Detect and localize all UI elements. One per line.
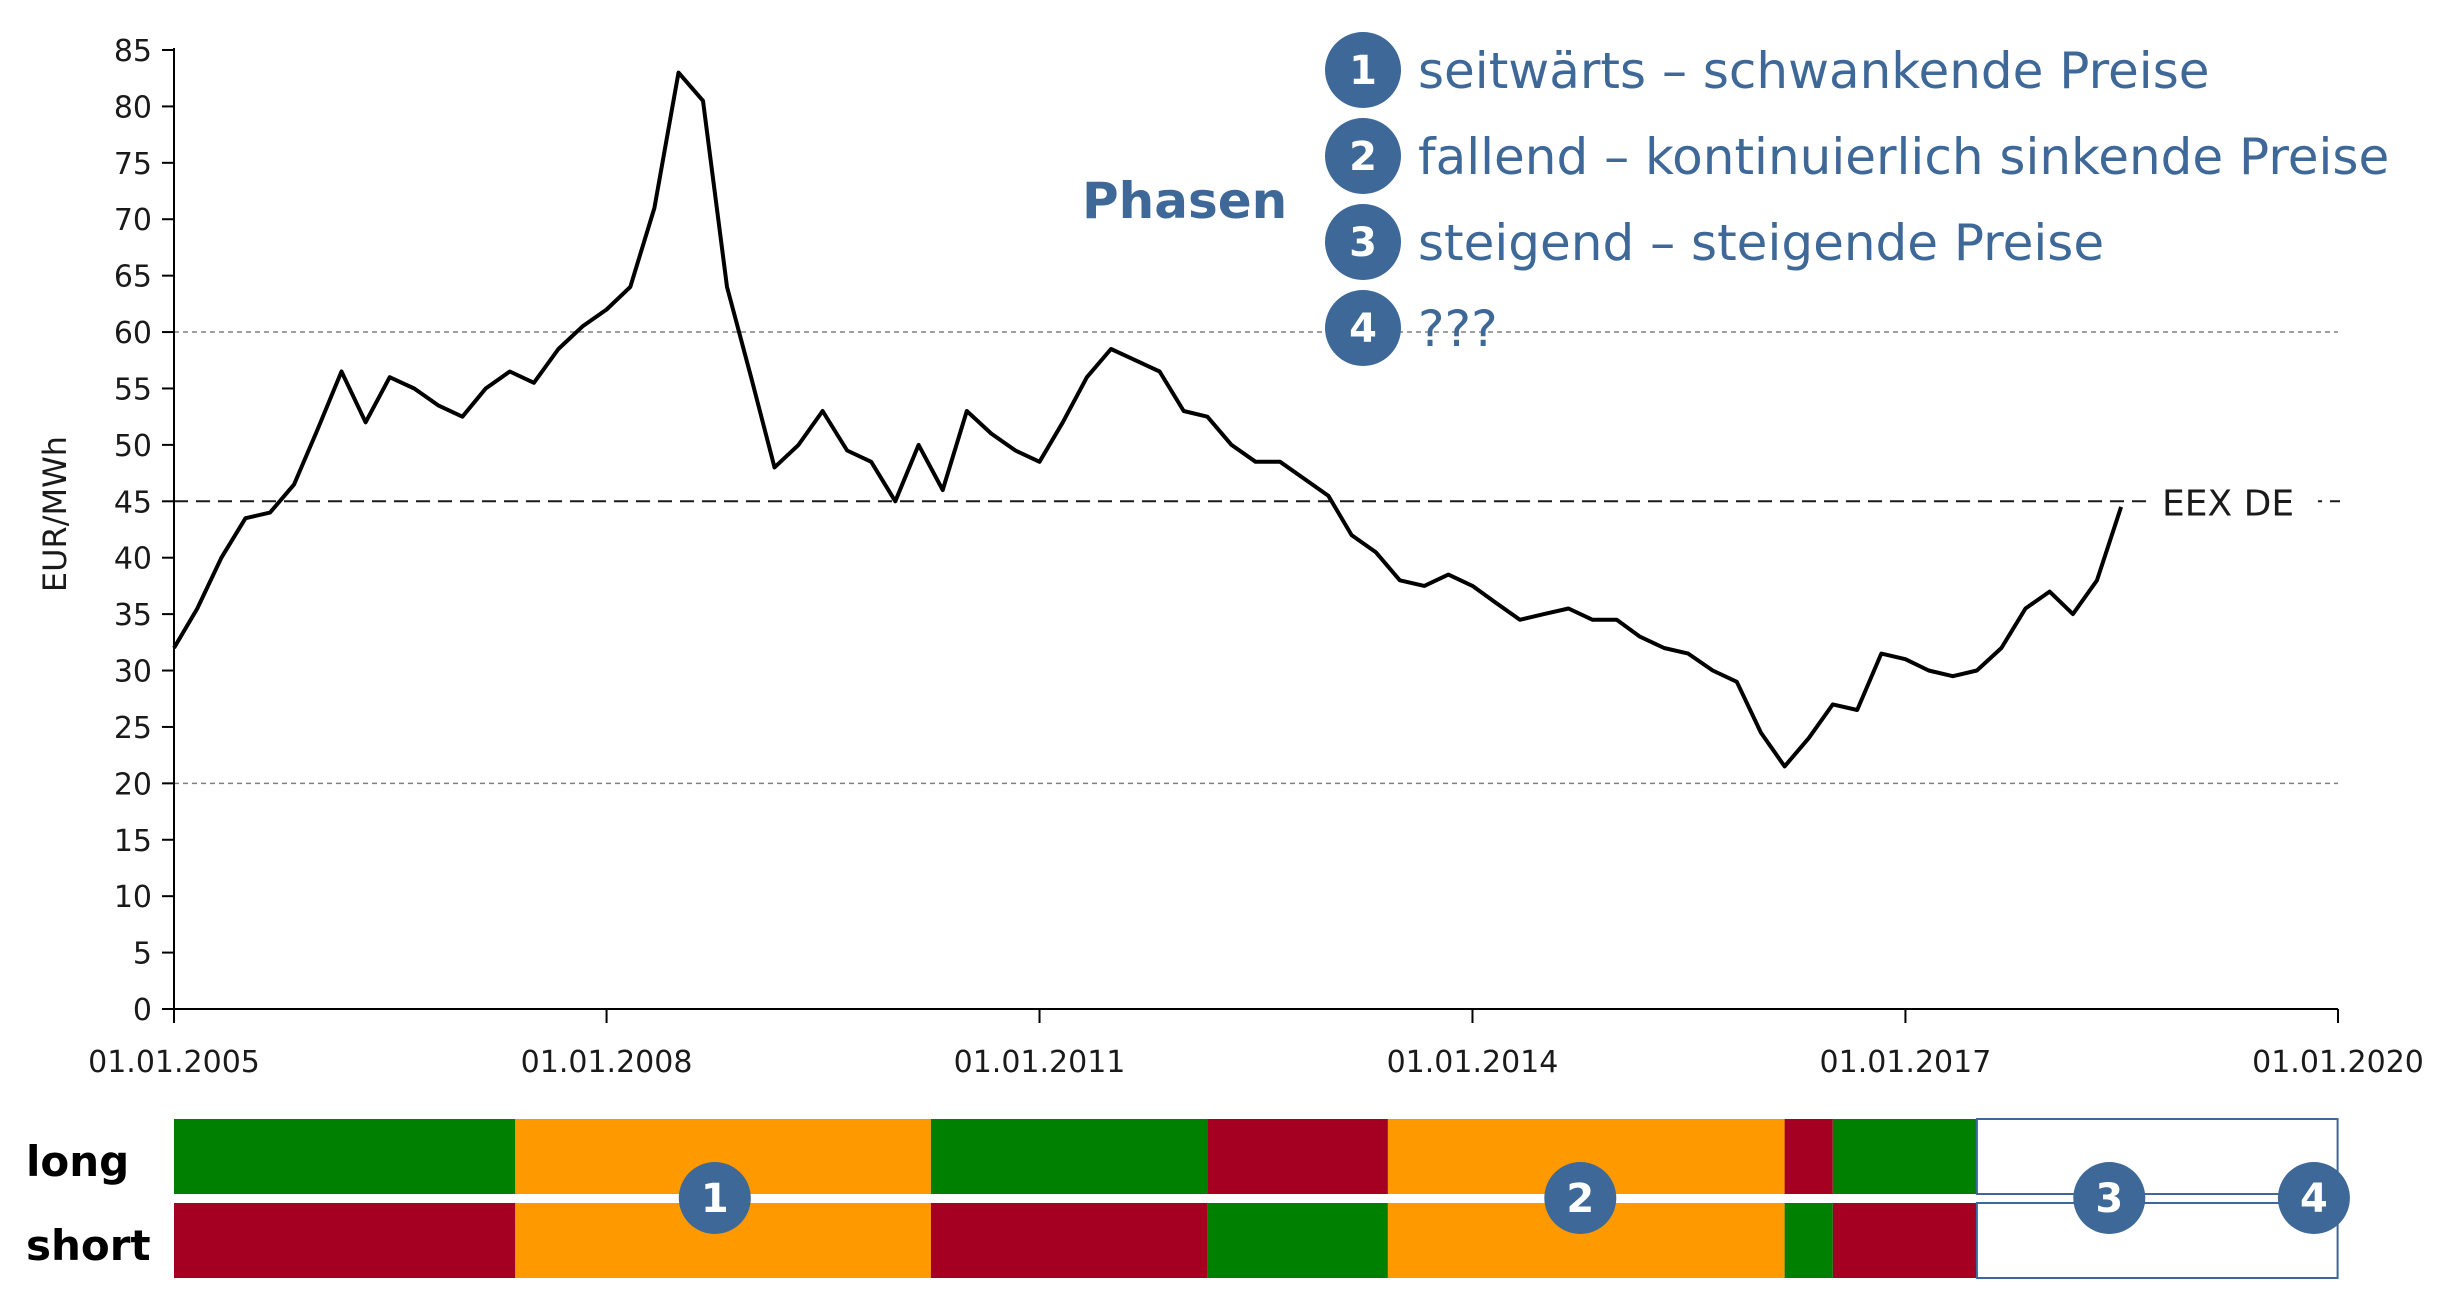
reference-label-bg (2154, 473, 2318, 526)
y-tick-label: 80 (114, 90, 152, 125)
position-bars: long short 1 2 3 4 (26, 1118, 2350, 1279)
price-series (172, 70, 2124, 769)
y-tick-label: 70 (114, 203, 152, 238)
phase-1-legend-text: seitwärts – schwankende Preise (1418, 42, 2210, 100)
position-bar-long-segment (1832, 1119, 1977, 1194)
phase-2-legend-number: 2 (1349, 134, 1377, 180)
y-tick-label: 50 (114, 429, 152, 464)
phase-1-legend-circle (1325, 32, 1401, 108)
phase-3-bar-marker (2073, 1162, 2146, 1234)
phasen-legend: 1 seitwärts – schwankende Preise 2 fallend … (1325, 32, 2389, 366)
y-axis-label: EUR/MWh (36, 436, 74, 592)
y-tick-labels: 0 5 10 15 20 25 30 35 40 45 50 55 60 65 70 75 80 85 (114, 34, 152, 1028)
y-tick-label: 60 (114, 316, 152, 351)
y-tick-label: 65 (114, 260, 152, 295)
position-bar-short-segment (174, 1203, 516, 1278)
x-tick-label: 01.01.2017 (1820, 1045, 1992, 1080)
x-tick-label: 01.01.2014 (1387, 1045, 1559, 1080)
phase-3-legend-text: steigend – steigende Preise (1418, 214, 2104, 272)
reference-line-label: EEX DE (2162, 483, 2294, 524)
phase-3-legend-circle (1325, 204, 1401, 280)
phase-4-legend-text: ??? (1418, 300, 1498, 358)
reference-lines: EEX DE (174, 331, 2340, 785)
phase-2-bar-number: 2 (1566, 1176, 1594, 1222)
x-tick-label: 01.01.2005 (88, 1045, 260, 1080)
y-tick-label: 55 (114, 372, 152, 407)
y-tick-label: 10 (114, 880, 152, 915)
phase-1-bar-marker (678, 1162, 751, 1234)
phase-1-legend-number: 1 (1349, 48, 1377, 94)
phase-3-bar-number: 3 (2095, 1176, 2123, 1222)
position-bar-short-segment (1207, 1203, 1388, 1278)
position-bar-short-segment (1975, 1202, 2339, 1279)
axes (162, 48, 2339, 1023)
x-tick-label: 01.01.2020 (2252, 1045, 2424, 1080)
y-tick-label: 5 (133, 937, 152, 972)
phase-4-bar-number: 4 (2300, 1176, 2328, 1222)
position-bar-short-segment (1784, 1203, 1833, 1278)
phase-4-legend-number: 4 (1349, 306, 1377, 352)
x-tick-labels: 01.01.2005 01.01.2008 01.01.2011 01.01.2014… (88, 1045, 2424, 1080)
price-line (172, 70, 2124, 769)
y-tick-label: 75 (114, 147, 152, 182)
phase-3-legend-number: 3 (1349, 220, 1377, 266)
y-tick-label: 85 (114, 34, 152, 69)
y-tick-label: 20 (114, 767, 152, 802)
position-bar-long-segment (930, 1119, 1208, 1194)
row-label-long: long (26, 1137, 129, 1186)
x-tick-label: 01.01.2011 (954, 1045, 1126, 1080)
y-tick-label: 40 (114, 542, 152, 577)
row-label-short: short (26, 1221, 151, 1270)
position-bar-long-segment (174, 1119, 516, 1194)
y-tick-label: 35 (114, 598, 152, 633)
x-tick-label: 01.01.2008 (521, 1045, 693, 1080)
y-tick-label: 15 (114, 824, 152, 859)
y-tick-label: 25 (114, 711, 152, 746)
position-bar-short-segment (930, 1203, 1208, 1278)
phasen-title: Phasen (1082, 172, 1287, 230)
y-tick-label: 0 (133, 993, 152, 1028)
phase-4-bar-marker (2277, 1162, 2350, 1234)
y-tick-label: 30 (114, 655, 152, 690)
y-tick-label: 45 (114, 485, 152, 520)
phase-2-bar-marker (1544, 1162, 1617, 1234)
phase-2-legend-text: fallend – kontinuierlich sinkende Preise (1418, 128, 2389, 186)
phase-4-legend-circle (1325, 290, 1401, 366)
position-bar-short-segment (1832, 1203, 1977, 1278)
position-bar-long-segment (1784, 1119, 1833, 1194)
phase-1-bar-number: 1 (701, 1176, 729, 1222)
position-bar-long-segment (1207, 1119, 1388, 1194)
position-bar-long-segment (1975, 1118, 2339, 1195)
phase-2-legend-circle (1325, 118, 1401, 194)
